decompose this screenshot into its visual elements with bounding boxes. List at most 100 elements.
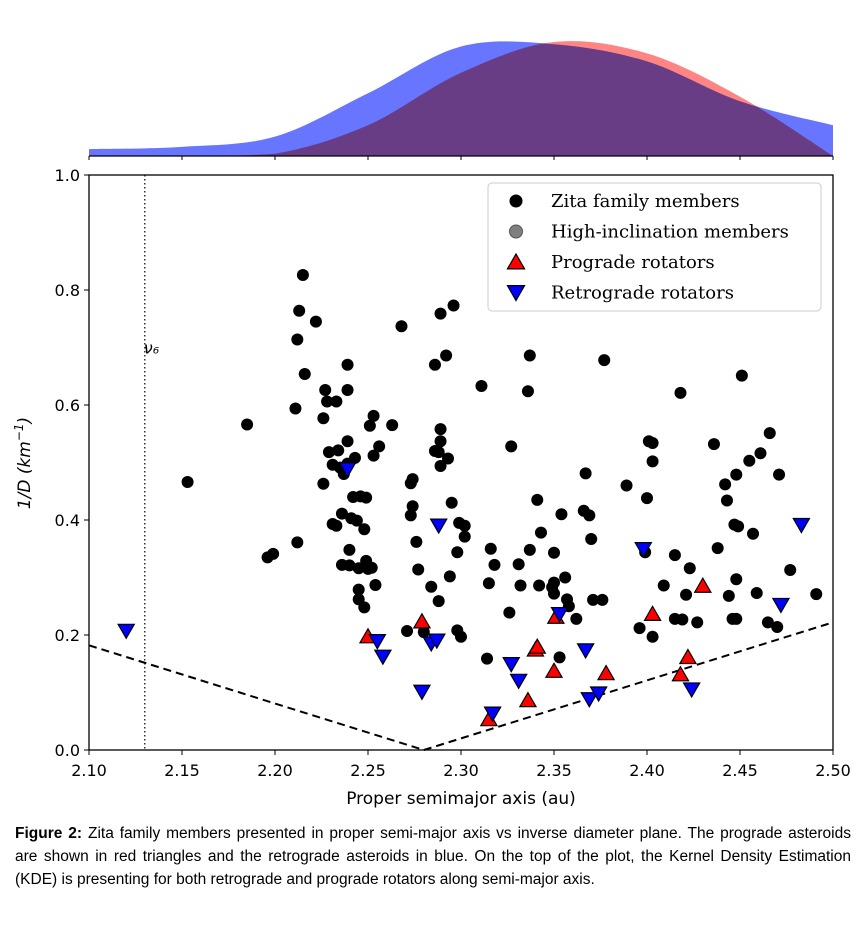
- zita-member-point: [350, 514, 363, 527]
- zita-member-point: [445, 496, 458, 509]
- retrograde-rotator-point: [429, 518, 448, 535]
- zita-member-point: [484, 542, 497, 555]
- retrograde-rotator-point: [368, 634, 387, 650]
- zita-member-point: [291, 333, 304, 346]
- prograde-rotator-point: [693, 576, 712, 593]
- zita-member-point: [267, 547, 280, 560]
- x-tick-label: 2.40: [629, 761, 665, 780]
- x-tick-label: 2.45: [722, 761, 758, 780]
- zita-member-point: [440, 349, 453, 362]
- zita-member-point: [503, 606, 516, 619]
- zita-member-point: [291, 536, 304, 549]
- zita-member-point: [763, 427, 776, 440]
- y-tick-label: 0.8: [55, 281, 80, 300]
- zita-member-point: [330, 519, 343, 532]
- zita-member-point: [646, 630, 659, 643]
- zita-member-point: [771, 620, 784, 633]
- retrograde-rotator-point: [589, 686, 608, 703]
- retrograde-rotator-point: [412, 684, 432, 701]
- x-tick-label: 2.25: [350, 761, 386, 780]
- caption-label: Figure 2:: [15, 825, 83, 842]
- zita-member-point: [657, 579, 670, 592]
- zita-member-point: [367, 409, 380, 422]
- zita-member-point: [646, 455, 659, 468]
- zita-member-point: [417, 626, 430, 639]
- zita-member-point: [633, 622, 646, 635]
- y-tick-label: 0.4: [55, 511, 80, 530]
- zita-member-point: [732, 520, 745, 533]
- zita-member-point: [534, 526, 547, 539]
- zita-member-point: [341, 358, 354, 371]
- prograde-rotator-point: [412, 612, 432, 629]
- scatter-figure: 2.10 2.15 2.20 2.25 2.30 2.35 2.40 2.45 2.50 0.0 0…: [12, 41, 851, 809]
- zita-member-point: [296, 269, 309, 282]
- retrograde-rotator-point: [509, 673, 528, 690]
- y-tick-label: 1.0: [55, 166, 80, 185]
- zita-member-point: [691, 616, 704, 629]
- zita-member-point: [241, 418, 254, 431]
- zita-member-point: [332, 444, 345, 457]
- legend-label: Prograde rotators: [551, 252, 715, 273]
- zita-member-point: [810, 588, 823, 601]
- retrograde-rotator-point: [338, 462, 357, 478]
- zita-member-point: [330, 395, 343, 408]
- zita-member-point: [369, 578, 382, 591]
- zita-member-point: [750, 587, 763, 600]
- prograde-rotator-point: [518, 691, 538, 708]
- zita-member-point: [321, 395, 334, 408]
- boundary-dashed-line: [88, 644, 425, 751]
- zita-member-point: [410, 535, 423, 548]
- legend-marker: [509, 224, 523, 239]
- zita-member-point: [521, 385, 534, 398]
- zita-member-point: [363, 419, 376, 432]
- retrograde-rotator-point: [502, 657, 521, 673]
- zita-member-point: [317, 477, 330, 490]
- zita-member-point: [620, 479, 633, 492]
- zita-member-point: [458, 519, 471, 532]
- zita-member-point: [570, 612, 583, 625]
- retrograde-rotator-point: [771, 597, 791, 614]
- zita-member-point: [754, 447, 767, 460]
- zita-member-point: [641, 492, 653, 505]
- zita-member-point: [743, 454, 756, 467]
- zita-member-point: [488, 558, 501, 571]
- zita-member-point: [434, 423, 447, 436]
- zita-member-point: [523, 349, 536, 362]
- prograde-rotator-point: [528, 637, 547, 654]
- zita-member-point: [341, 435, 354, 448]
- zita-member-point: [335, 507, 348, 520]
- zita-member-point: [512, 558, 525, 571]
- zita-member-point: [455, 630, 467, 643]
- zita-member-point: [358, 601, 371, 614]
- axis-ticks: 2.10 2.15 2.20 2.25 2.30 2.35 2.40 2.45 2.50 0.0 0…: [55, 166, 851, 780]
- zita-member-point: [348, 451, 361, 464]
- zita-member-point: [367, 449, 380, 462]
- retrograde-rotator-point: [373, 649, 392, 666]
- y-tick-label: 0.6: [55, 396, 80, 415]
- zita-member-point: [761, 616, 774, 629]
- zita-member-point: [289, 402, 302, 415]
- zita-member-point: [404, 509, 417, 522]
- zita-member-point: [475, 380, 488, 393]
- zita-member-point: [401, 624, 414, 637]
- y-tick-label: 0.0: [55, 741, 80, 760]
- zita-member-point: [458, 530, 471, 543]
- prograde-rotator-point: [544, 662, 564, 678]
- reference-lines: [88, 175, 834, 751]
- zita-member-point: [598, 354, 611, 367]
- zita-member-point: [482, 577, 495, 590]
- x-tick-label: 2.15: [164, 761, 200, 780]
- zita-member-point: [443, 570, 456, 583]
- x-tick-label: 2.50: [815, 761, 851, 780]
- zita-member-point: [386, 419, 399, 432]
- zita-member-point: [441, 452, 454, 465]
- zita-member-point: [309, 315, 322, 328]
- zita-member-point: [711, 542, 724, 555]
- zita-member-point: [646, 436, 659, 449]
- zita-member-point: [730, 612, 743, 625]
- zita-member-point: [720, 494, 733, 507]
- zita-member-point: [434, 435, 447, 448]
- zita-member-point: [505, 440, 518, 453]
- zita-member-point: [412, 563, 425, 576]
- zita-member-point: [406, 473, 419, 486]
